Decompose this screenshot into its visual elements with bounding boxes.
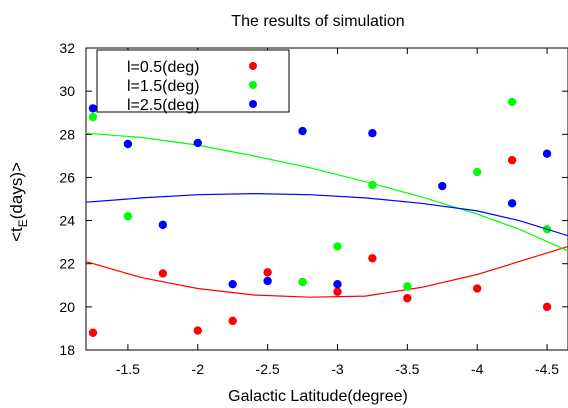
- x-axis-label: Galactic Latitude(degree): [228, 388, 408, 405]
- plot-area: [85, 47, 568, 351]
- data-point: [298, 126, 307, 136]
- y-axis-label-subscript: E: [16, 219, 30, 227]
- y-tick-label: 24: [59, 213, 75, 229]
- data-point: [333, 287, 342, 296]
- data-point: [123, 212, 133, 221]
- data-point: [193, 138, 202, 148]
- data-point: [472, 284, 482, 293]
- legend-marker: [249, 62, 257, 70]
- x-tick-label: -4.5: [535, 361, 559, 377]
- data-point: [263, 268, 272, 277]
- data-point: [403, 282, 412, 291]
- legend-label: l=0.5(deg): [127, 59, 200, 76]
- legend-marker: [249, 81, 257, 89]
- data-point: [368, 254, 377, 263]
- legend-marker: [249, 100, 257, 108]
- legend: l=0.5(deg) l=1.5(deg) l=2.5(deg): [96, 49, 290, 114]
- y-axis-label-rest: (days)>: [7, 162, 26, 219]
- data-point: [368, 129, 377, 138]
- data-point: [333, 280, 342, 289]
- series-3: [85, 104, 568, 289]
- x-tick-label: -4: [471, 361, 484, 377]
- y-tick-label: 30: [59, 83, 75, 99]
- fit-curve: [85, 192, 568, 237]
- data-point: [438, 181, 447, 191]
- data-point: [193, 326, 202, 335]
- data-point: [298, 277, 307, 287]
- x-tick-label: -1.5: [116, 361, 140, 377]
- y-tick-label: 28: [59, 126, 75, 142]
- axes: 18 20 22 24 26 28 30 32 -1.5 -2 -2.5 -3 -3.5 -4 -4.5: [59, 40, 568, 377]
- x-tick-label: -3.5: [395, 361, 419, 377]
- plot-border: [85, 47, 568, 351]
- data-point: [542, 149, 552, 158]
- data-point: [542, 302, 552, 312]
- data-point: [88, 104, 98, 113]
- y-tick-label: 20: [59, 299, 75, 315]
- data-point: [333, 242, 342, 251]
- legend-box: [96, 49, 290, 113]
- y-tick-label: 22: [59, 256, 75, 272]
- x-tick-label: -3: [331, 361, 344, 377]
- y-axis-label: <tE(days)>: [7, 162, 30, 242]
- y-tick-label: 26: [59, 169, 75, 185]
- data-point: [507, 97, 517, 107]
- data-point: [228, 280, 237, 289]
- data-point: [88, 112, 98, 122]
- data-point: [123, 139, 133, 149]
- legend-label: l=1.5(deg): [127, 78, 200, 95]
- data-point: [263, 276, 272, 286]
- chart-title: The results of simulation: [231, 13, 404, 30]
- data-point: [507, 199, 517, 208]
- data-point: [472, 167, 482, 177]
- series-layer: [85, 97, 568, 337]
- fit-curve: [85, 245, 568, 298]
- y-tick-label: 32: [59, 40, 75, 56]
- y-axis-label-base: <t: [7, 227, 26, 242]
- x-tick-label: -2.5: [256, 361, 280, 377]
- data-point: [158, 220, 168, 230]
- data-point: [228, 316, 237, 326]
- series-2: [85, 97, 568, 291]
- data-point: [403, 294, 412, 303]
- y-tick-label: 18: [59, 342, 75, 358]
- data-point: [88, 328, 98, 337]
- x-tick-label: -2: [192, 361, 205, 377]
- series-1: [85, 155, 568, 337]
- data-point: [368, 180, 377, 190]
- legend-label: l=2.5(deg): [127, 97, 200, 114]
- data-point: [158, 269, 168, 278]
- fit-curve: [85, 132, 568, 252]
- data-point: [507, 155, 517, 165]
